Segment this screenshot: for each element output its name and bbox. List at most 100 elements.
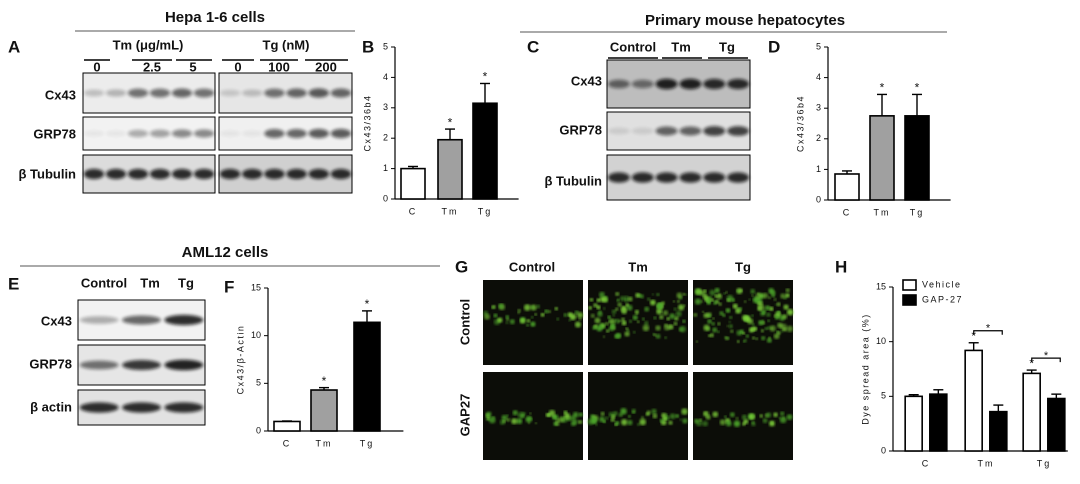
cell-dye	[639, 294, 644, 299]
cell-dye	[727, 337, 730, 340]
row-label: β Tubulin	[544, 173, 602, 188]
cell-dye	[615, 291, 620, 297]
cell-dye	[627, 415, 631, 418]
lane-label: Tm	[671, 39, 691, 54]
section-title: Primary mouse hepatocytes	[645, 12, 845, 29]
significance: *	[483, 70, 488, 84]
cell-dye	[736, 329, 743, 336]
cell-dye	[741, 314, 748, 321]
row-label: Cx43	[45, 87, 76, 102]
y-tick-label: 3	[383, 102, 388, 112]
blot-band	[308, 128, 329, 139]
bar	[869, 115, 895, 201]
layout	[20, 30, 947, 460]
cell-dye	[578, 419, 583, 424]
cell-dye	[512, 410, 518, 416]
blot-band	[171, 129, 193, 138]
blot-band	[149, 168, 171, 180]
cell-dye	[595, 423, 598, 426]
blot-band	[631, 127, 654, 135]
cell-dye	[499, 419, 506, 425]
panel-letter: D	[768, 37, 780, 56]
dose-label: 200	[315, 59, 337, 74]
cell-dye	[664, 336, 667, 339]
cell-dye	[578, 317, 582, 321]
cell-dye	[739, 289, 743, 292]
cell-dye	[635, 292, 640, 298]
cell-dye	[656, 293, 660, 297]
cell-dye	[497, 317, 503, 323]
lane-label: Tg	[178, 275, 194, 290]
cell-dye	[597, 311, 603, 317]
cell-dye	[526, 323, 530, 327]
blot-band	[727, 126, 750, 136]
cell-dye	[602, 335, 606, 338]
blot	[606, 154, 751, 201]
cell-dye	[676, 292, 683, 299]
cell-dye	[730, 329, 734, 333]
cell-dye	[679, 418, 682, 421]
cell-dye	[735, 416, 739, 420]
cell-dye	[614, 420, 620, 426]
cell-dye	[544, 309, 549, 314]
blot-band	[164, 402, 204, 413]
cell-dye	[707, 334, 711, 337]
dose-label: 2.5	[143, 59, 161, 74]
cell-dye	[536, 304, 541, 309]
x-tick-label: Tm	[442, 206, 459, 216]
blot-band	[122, 402, 161, 413]
cell-dye	[656, 302, 663, 310]
row-label: GRP78	[559, 122, 602, 137]
y-tick-label: 15	[251, 282, 261, 292]
cell-dye	[768, 296, 771, 300]
cell-dye	[694, 418, 699, 424]
cell-dye	[669, 413, 676, 420]
cell-dye	[693, 313, 698, 317]
blot-band	[219, 168, 241, 180]
cell-dye	[605, 329, 610, 333]
cell-dye	[621, 320, 627, 326]
cell-dye	[780, 411, 785, 416]
cell-dye	[612, 314, 615, 317]
cell-dye	[716, 293, 723, 300]
cell-dye	[625, 327, 629, 331]
lane-label: Control	[81, 275, 127, 290]
cell-dye	[755, 337, 758, 341]
cell-dye	[653, 316, 657, 320]
cell-dye	[742, 331, 746, 335]
cell-dye	[569, 313, 577, 321]
cell-dye	[782, 314, 788, 320]
cell-dye	[674, 316, 679, 321]
cell-dye	[758, 320, 764, 326]
blot-band	[242, 130, 263, 137]
cell-dye	[610, 323, 616, 329]
bar	[1047, 397, 1066, 452]
row-label: Cx43	[571, 73, 602, 88]
bar	[929, 393, 948, 452]
bar	[310, 389, 338, 432]
cell-dye	[511, 418, 518, 425]
cell-dye	[711, 322, 715, 326]
cell-dye	[741, 414, 747, 420]
blot-band	[122, 360, 161, 370]
cell-dye	[736, 289, 739, 292]
cell-dye	[505, 321, 509, 325]
cell-dye	[757, 301, 764, 308]
cell-dye	[659, 314, 664, 320]
blot-band	[330, 168, 352, 180]
cell-dye	[642, 317, 645, 321]
cell-dye	[699, 418, 702, 422]
section-title: AML12 cells	[182, 244, 269, 261]
cell-dye	[530, 305, 535, 309]
cell-dye	[679, 325, 686, 333]
cell-dye	[602, 420, 606, 423]
cell-dye	[568, 319, 571, 322]
blot-band	[679, 126, 702, 136]
blot	[82, 116, 216, 151]
legend-swatch	[902, 294, 917, 306]
cell-dye	[769, 306, 774, 312]
cell-dye	[675, 310, 682, 317]
y-tick-label: 0	[881, 445, 886, 455]
cell-dye	[750, 288, 756, 294]
